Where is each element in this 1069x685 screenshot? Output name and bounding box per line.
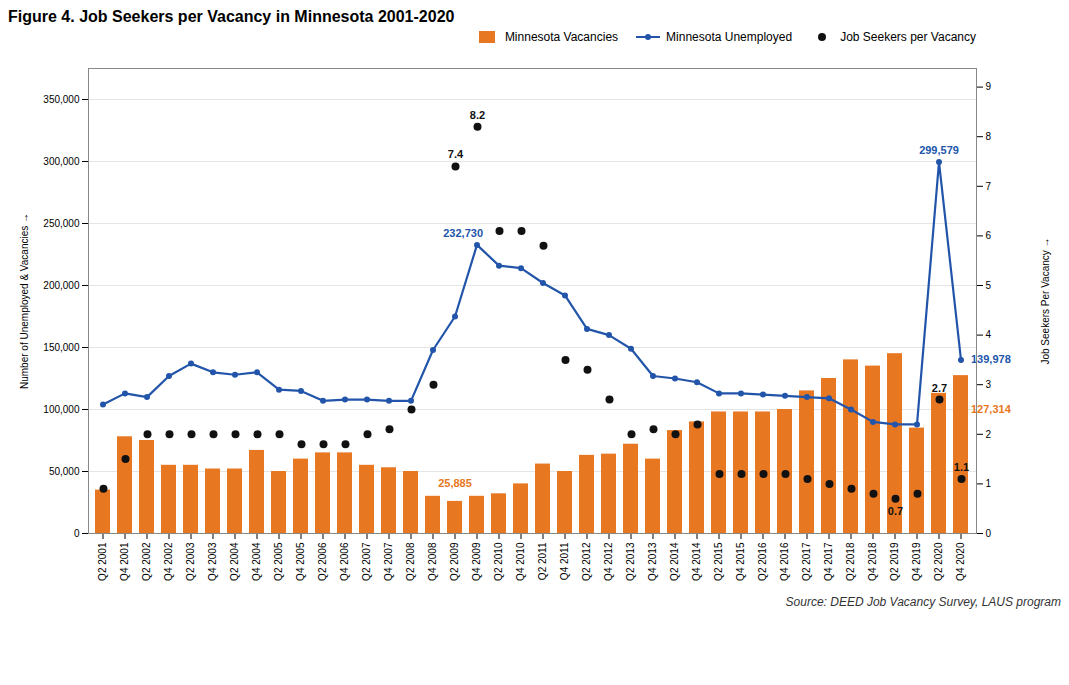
- svg-text:250,000: 250,000: [43, 218, 80, 229]
- svg-text:1.1: 1.1: [954, 461, 969, 473]
- svg-text:Q2 2005: Q2 2005: [273, 542, 284, 581]
- html-text:Source: DEED Job Vacancy Surve: Source: DEED Job Vacancy Survey, LAUS pr…: [785, 595, 1061, 609]
- svg-text:Q4 2019: Q4 2019: [911, 542, 922, 581]
- svg-text:Q2 2016: Q2 2016: [757, 542, 768, 581]
- svg-text:232,730: 232,730: [443, 227, 483, 239]
- svg-text:Q4 2015: Q4 2015: [735, 542, 746, 581]
- svg-text:Q4 2010: Q4 2010: [515, 542, 526, 581]
- svg-text:2.7: 2.7: [932, 382, 947, 394]
- svg-text:7.4: 7.4: [448, 148, 464, 160]
- svg-text:Q4 2009: Q4 2009: [471, 542, 482, 581]
- svg-text:Q2 2010: Q2 2010: [493, 542, 504, 581]
- svg-text:Number of Unemployed & Vacanci: Number of Unemployed & Vacancies →: [19, 213, 30, 389]
- svg-text:Q2 2004: Q2 2004: [229, 542, 240, 581]
- svg-text:350,000: 350,000: [43, 94, 80, 105]
- svg-text:0: 0: [986, 528, 992, 539]
- svg-text:50,000: 50,000: [49, 466, 80, 477]
- svg-text:Q4 2014: Q4 2014: [691, 542, 702, 581]
- svg-text:Q4 2003: Q4 2003: [207, 542, 218, 581]
- svg-text:Q2 2014: Q2 2014: [669, 542, 680, 581]
- svg-text:Q4 2005: Q4 2005: [295, 542, 306, 581]
- svg-text:Q2 2015: Q2 2015: [713, 542, 724, 581]
- svg-text:Job Seekers Per Vacancy →: Job Seekers Per Vacancy →: [1040, 237, 1051, 364]
- svg-text:Q4 2011: Q4 2011: [559, 542, 570, 580]
- svg-text:Q4 2016: Q4 2016: [779, 542, 790, 581]
- svg-text:7: 7: [986, 181, 992, 192]
- svg-text:Q2 2011: Q2 2011: [537, 542, 548, 580]
- svg-text:Q2 2018: Q2 2018: [845, 542, 856, 581]
- svg-text:Q2 2001: Q2 2001: [97, 542, 108, 581]
- svg-text:Q4 2004: Q4 2004: [251, 542, 262, 581]
- svg-text:Q4 2013: Q4 2013: [647, 542, 658, 581]
- svg-text:Q4 2006: Q4 2006: [339, 542, 350, 581]
- svg-text:6: 6: [986, 230, 992, 241]
- html-text:Minnesota Unemployed: Minnesota Unemployed: [666, 30, 793, 44]
- svg-text:2: 2: [986, 429, 992, 440]
- html-text:Minnesota Vacancies: Minnesota Vacancies: [504, 30, 619, 44]
- html-text:Job Seekers per Vacancy: Job Seekers per Vacancy: [840, 30, 976, 44]
- svg-text:8.2: 8.2: [470, 109, 485, 121]
- svg-text:Q2 2002: Q2 2002: [141, 542, 152, 581]
- svg-text:300,000: 300,000: [43, 156, 80, 167]
- svg-text:Q2 2003: Q2 2003: [185, 542, 196, 581]
- html-text:Figure 4. Job Seekers per Vaca: Figure 4. Job Seekers per Vacancy in Min…: [8, 8, 455, 25]
- svg-text:4: 4: [986, 329, 992, 340]
- svg-text:5: 5: [986, 280, 992, 291]
- svg-text:Q4 2002: Q4 2002: [163, 542, 174, 581]
- svg-text:0: 0: [74, 528, 80, 539]
- svg-text:Q4 2012: Q4 2012: [603, 542, 614, 581]
- svg-text:Q2 2008: Q2 2008: [405, 542, 416, 581]
- svg-text:25,885: 25,885: [438, 477, 472, 489]
- svg-text:Q2 2013: Q2 2013: [625, 542, 636, 581]
- svg-text:Q2 2012: Q2 2012: [581, 542, 592, 581]
- svg-text:Q2 2007: Q2 2007: [361, 542, 372, 581]
- svg-text:Q2 2019: Q2 2019: [889, 542, 900, 581]
- svg-text:Q4 2020: Q4 2020: [955, 542, 966, 581]
- svg-text:1: 1: [986, 478, 992, 489]
- svg-text:299,579: 299,579: [919, 144, 959, 156]
- svg-text:0.7: 0.7: [888, 505, 903, 517]
- svg-text:127,314: 127,314: [971, 403, 1012, 415]
- svg-text:8: 8: [986, 131, 992, 142]
- svg-text:Q4 2017: Q4 2017: [823, 542, 834, 581]
- svg-text:Q2 2006: Q2 2006: [317, 542, 328, 581]
- svg-text:200,000: 200,000: [43, 280, 80, 291]
- svg-text:Q2 2017: Q2 2017: [801, 542, 812, 581]
- svg-text:9: 9: [986, 81, 992, 92]
- svg-text:Q4 2018: Q4 2018: [867, 542, 878, 581]
- svg-text:Q2 2020: Q2 2020: [933, 542, 944, 581]
- svg-text:139,978: 139,978: [971, 353, 1011, 366]
- svg-text:Q4 2001: Q4 2001: [119, 542, 130, 581]
- svg-text:Q2 2009: Q2 2009: [449, 542, 460, 581]
- svg-text:Q4 2008: Q4 2008: [427, 542, 438, 581]
- svg-text:100,000: 100,000: [43, 404, 80, 415]
- svg-text:Q4 2007: Q4 2007: [383, 542, 394, 581]
- svg-text:3: 3: [986, 379, 992, 390]
- svg-text:150,000: 150,000: [43, 342, 80, 353]
